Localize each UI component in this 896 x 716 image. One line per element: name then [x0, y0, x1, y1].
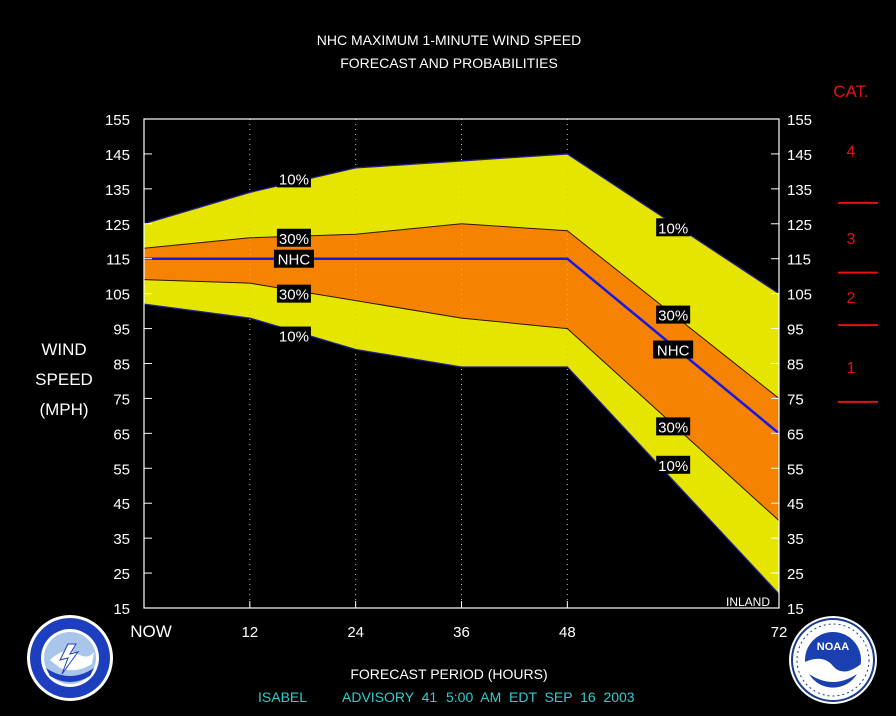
y-tick-label-right: 85 — [787, 357, 804, 374]
band-label: 30% — [658, 308, 688, 325]
y-tick-label-right: 15 — [787, 601, 804, 618]
y-tick-label-right: 135 — [787, 182, 812, 199]
y-tick-label-left: 35 — [113, 531, 130, 548]
x-tick-label: 36 — [453, 624, 470, 641]
band-label-box — [656, 218, 691, 237]
y-tick-label-left: 15 — [113, 601, 130, 618]
y-tick-label-left: 25 — [113, 566, 130, 583]
x-tick-label: 72 — [771, 624, 788, 641]
line-lower-10 — [143, 303, 780, 595]
y-axis-label-line3: (MPH) — [39, 400, 88, 419]
band-label: NHC — [278, 252, 311, 269]
x-tick-label: 48 — [559, 624, 576, 641]
y-tick-label-right: 35 — [787, 531, 804, 548]
band-label: 30% — [658, 419, 688, 436]
y-tick-label-left: 155 — [105, 112, 130, 129]
y-tick-label-right: 145 — [787, 147, 812, 164]
footer-time: 5:00 AM EDT SEP 16 2003 — [446, 689, 635, 705]
band-label-box — [656, 455, 691, 474]
y-axis-label-line2: SPEED — [35, 370, 93, 389]
noaa-logo-text: NOAA — [817, 641, 849, 653]
nws-logo-icon — [27, 615, 113, 701]
category-scale: 4 3 2 1 — [838, 143, 878, 403]
band-label: 10% — [279, 171, 309, 188]
y-tick-label-right: 125 — [787, 217, 812, 234]
y-tick-label-left: 105 — [105, 287, 130, 304]
line-lower-30 — [143, 279, 780, 522]
y-tick-label-right: 65 — [787, 426, 804, 443]
line-upper-10 — [143, 153, 780, 295]
y-tick-label-left: 115 — [106, 252, 130, 269]
band-label-box — [276, 284, 311, 303]
category-title: CAT. — [833, 82, 869, 101]
y-tick-label-left: 65 — [113, 426, 130, 443]
footer-advisory: ADVISORY 41 — [342, 689, 437, 705]
y-tick-label-right: 25 — [787, 566, 804, 583]
band-label: 10% — [658, 220, 688, 237]
y-tick-label-right: 115 — [787, 252, 811, 269]
band-label-box — [276, 228, 311, 247]
y-tick-label-left: 95 — [113, 322, 130, 339]
band-label-box — [656, 305, 691, 324]
x-axis-label: FORECAST PERIOD (HOURS) — [350, 666, 547, 682]
y-axis-label-line1: WIND — [41, 340, 86, 359]
band-label: 10% — [279, 329, 309, 346]
line-nhc — [144, 257, 780, 435]
category-label: 4 — [847, 143, 856, 160]
noaa-logo-icon — [789, 616, 877, 704]
x-tick-label: NOW — [130, 622, 172, 641]
y-tick-label-right: 45 — [787, 496, 804, 513]
y-tick-label-right: 95 — [787, 322, 804, 339]
y-tick-label-right: 55 — [787, 461, 804, 478]
category-label: 2 — [847, 290, 856, 307]
y-tick-label-right: 105 — [787, 287, 812, 304]
y-tick-label-left: 145 — [105, 147, 130, 164]
inland-annotation: INLAND — [726, 595, 770, 609]
band-label: 30% — [279, 287, 309, 304]
y-tick-label-left: 45 — [113, 496, 130, 513]
x-tick-label: 24 — [347, 624, 364, 641]
band-label: NHC — [657, 343, 690, 360]
y-tick-label-left: 125 — [105, 217, 130, 234]
y-tick-label-left: 75 — [113, 391, 130, 408]
y-tick-label-right: 155 — [787, 112, 812, 129]
axes: 15 15 25 25 35 35 45 45 55 55 65 65 75 75 85 85 95 95 105 1… — [105, 112, 812, 641]
band-label-box — [653, 340, 694, 359]
y-tick-label-left: 85 — [113, 357, 130, 374]
category-label: 1 — [847, 360, 856, 377]
plot-area: 10% 30% NHC 30% 10% 10% 30% NHC 30% 10% — [143, 119, 780, 608]
y-tick-label-left: 55 — [113, 461, 130, 478]
y-tick-label-right: 75 — [787, 391, 804, 408]
line-upper-30 — [143, 223, 780, 399]
chart-title: NHC MAXIMUM 1-MINUTE WIND SPEED — [317, 32, 581, 48]
band-label: 10% — [658, 458, 688, 475]
band-label: 30% — [279, 231, 309, 248]
chart-subtitle: FORECAST AND PROBABILITIES — [340, 55, 558, 71]
band-label-box — [656, 417, 691, 436]
x-tick-label: 12 — [241, 624, 258, 641]
band-label-box — [276, 326, 311, 345]
category-label: 3 — [847, 231, 856, 248]
band-30-percent — [144, 223, 779, 521]
footer-storm-name: ISABEL — [258, 689, 307, 705]
band-label-box — [276, 169, 311, 188]
band-label-box — [273, 249, 314, 268]
y-tick-label-left: 135 — [105, 182, 130, 199]
